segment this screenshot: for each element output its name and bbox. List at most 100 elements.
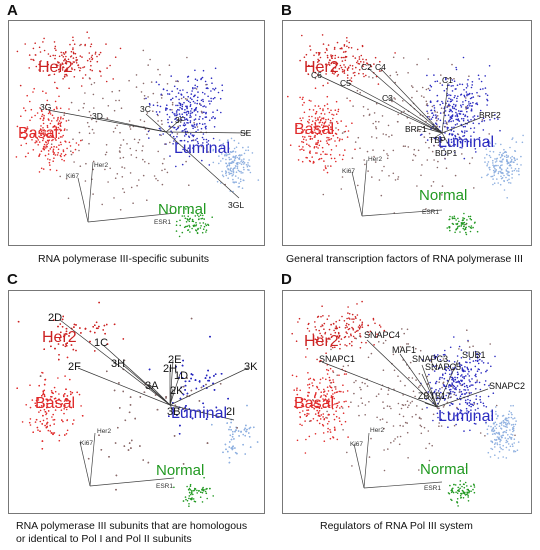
sample-point <box>315 405 317 408</box>
sample-point <box>337 129 340 131</box>
sample-point <box>468 162 471 165</box>
sample-point <box>26 126 29 128</box>
sample-point <box>469 399 471 402</box>
sample-point <box>232 178 234 181</box>
sample-point <box>320 112 323 115</box>
sample-point <box>468 392 471 395</box>
sample-point <box>455 423 457 426</box>
sample-point <box>317 315 320 318</box>
sample-point <box>396 73 399 76</box>
sample-point <box>84 180 87 182</box>
sample-point <box>514 168 517 170</box>
sample-point <box>452 140 455 142</box>
sample-point <box>326 95 329 98</box>
sample-point <box>70 50 73 53</box>
sample-point <box>308 135 310 138</box>
sample-point <box>411 400 413 403</box>
sample-point <box>58 358 60 361</box>
sample-point <box>323 113 326 115</box>
sample-point <box>353 381 355 384</box>
sample-point <box>472 122 475 124</box>
sample-point <box>326 136 328 139</box>
sample-point <box>171 97 174 100</box>
sample-point <box>456 227 459 229</box>
sample-point <box>63 76 66 78</box>
sample-point <box>315 146 318 148</box>
sample-point <box>218 162 220 165</box>
sample-point <box>302 138 305 141</box>
sample-point <box>239 180 242 183</box>
sample-point <box>473 127 476 129</box>
sample-point <box>46 406 48 409</box>
sample-point <box>467 494 469 497</box>
sample-point <box>184 496 187 498</box>
sample-point <box>514 434 516 437</box>
sample-point <box>181 107 183 110</box>
sample-point <box>43 395 46 398</box>
sample-point <box>508 162 510 164</box>
sample-point <box>506 162 509 165</box>
sample-point <box>205 374 208 377</box>
sample-point <box>199 103 201 105</box>
sample-point <box>49 159 51 161</box>
sample-point <box>242 179 245 181</box>
sample-point <box>463 430 465 432</box>
sample-point <box>226 141 229 144</box>
sample-point <box>48 161 51 164</box>
sample-point <box>455 386 457 389</box>
sample-point <box>302 117 304 119</box>
sample-point <box>449 373 451 376</box>
sample-point <box>359 347 362 349</box>
sample-point <box>427 58 430 60</box>
sample-point <box>508 178 510 181</box>
sample-point <box>209 103 211 105</box>
sample-point <box>357 184 359 187</box>
sample-point <box>69 43 71 46</box>
sample-point <box>220 373 223 375</box>
sample-point <box>482 117 485 120</box>
sample-point <box>320 133 323 136</box>
sample-point <box>352 55 354 57</box>
sample-point <box>456 492 459 494</box>
sample-point <box>420 418 422 420</box>
sample-point <box>214 373 217 375</box>
vector-label-brf2: BRF2 <box>479 110 501 120</box>
sample-point <box>476 379 478 381</box>
sample-point <box>494 438 496 441</box>
sample-point <box>461 379 463 382</box>
sample-point <box>348 41 350 44</box>
sample-point <box>47 158 49 160</box>
sample-point <box>341 138 343 141</box>
sample-point <box>44 411 47 413</box>
sample-point <box>45 108 47 110</box>
sample-point <box>55 87 58 89</box>
sample-point <box>195 109 197 111</box>
sample-point <box>70 150 72 152</box>
sample-point <box>194 118 197 120</box>
sample-point <box>65 120 68 122</box>
sample-point <box>291 374 294 377</box>
sample-point <box>324 398 327 400</box>
cluster-label-basal: Basal <box>294 121 334 138</box>
sample-point <box>130 186 133 189</box>
sample-point <box>339 343 341 346</box>
sample-point <box>314 124 317 126</box>
sample-point <box>346 77 349 79</box>
sample-point <box>470 490 472 492</box>
sample-point <box>386 405 389 407</box>
cluster-label-her2: Her2 <box>304 333 339 350</box>
sample-point <box>84 92 86 94</box>
sample-point <box>420 432 423 435</box>
sample-point <box>472 384 474 386</box>
sample-point <box>365 58 367 61</box>
sample-point <box>485 421 487 424</box>
sample-point <box>375 137 378 139</box>
sample-point <box>483 405 485 407</box>
sample-point <box>521 141 524 144</box>
sample-point <box>402 100 404 102</box>
sample-point <box>448 97 450 100</box>
sample-point <box>434 357 436 360</box>
sample-point <box>342 56 344 59</box>
sample-point <box>503 174 505 177</box>
sample-point <box>66 419 69 421</box>
